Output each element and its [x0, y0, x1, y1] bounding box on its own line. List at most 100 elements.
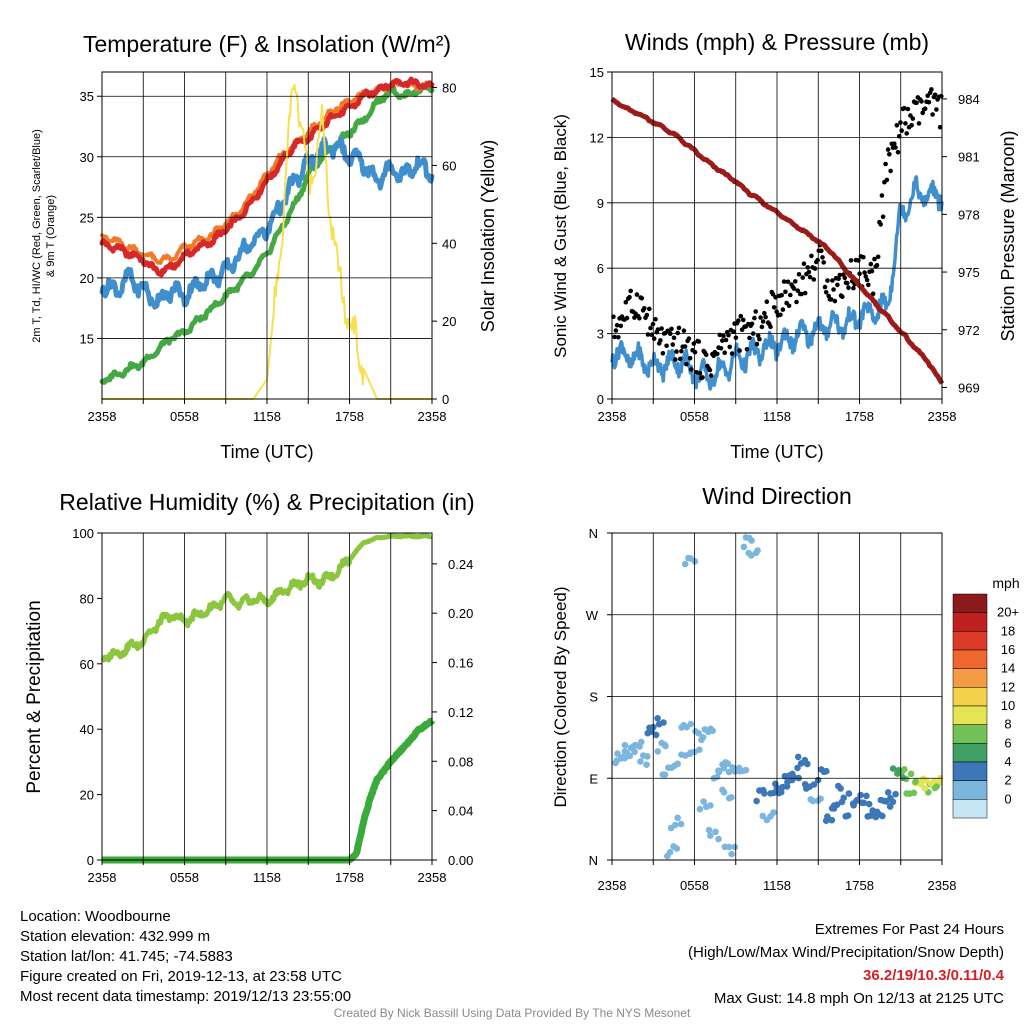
- gust-point: [727, 344, 732, 350]
- y-left-tick-label: 80: [80, 591, 94, 606]
- gust-point: [819, 248, 824, 254]
- direction-point: [933, 783, 940, 790]
- gust-point: [879, 193, 885, 198]
- gust-point: [731, 329, 736, 334]
- gust-point: [802, 290, 808, 296]
- y-right-tick-label: 978: [958, 207, 980, 222]
- gust-point: [689, 367, 694, 372]
- legend-label: 14: [1001, 661, 1015, 676]
- gust-point: [755, 333, 761, 338]
- gust-point: [880, 214, 886, 219]
- gust-point: [673, 357, 678, 362]
- direction-point: [748, 552, 755, 559]
- gust-point: [892, 141, 897, 146]
- gust-point: [937, 124, 943, 130]
- y-left-tick-label: 6: [597, 261, 604, 276]
- direction-point: [770, 809, 777, 816]
- gust-point: [851, 285, 856, 291]
- direction-point: [892, 790, 899, 798]
- gust-point: [768, 324, 773, 330]
- gust-point: [878, 222, 883, 227]
- gust-point: [862, 270, 867, 275]
- direction-point: [696, 805, 704, 813]
- direction-point: [637, 758, 644, 765]
- gust-point: [806, 269, 812, 275]
- gust-point: [634, 292, 640, 297]
- gust-point: [686, 336, 692, 341]
- direction-point: [614, 750, 621, 757]
- direction-point: [794, 753, 802, 761]
- gust-point: [697, 371, 703, 376]
- temperature-title: Temperature (F) & Insolation (W/m²): [83, 31, 451, 57]
- y-right-tick-label: 984: [958, 92, 980, 107]
- gust-point: [741, 317, 746, 323]
- direction-point: [845, 790, 853, 797]
- direction-point: [865, 800, 873, 808]
- gust-point: [616, 335, 621, 340]
- gust-point: [785, 279, 791, 285]
- gust-point: [799, 291, 804, 297]
- gust-point: [764, 299, 770, 305]
- gust-point: [899, 128, 904, 133]
- legend-swatch: [952, 761, 988, 781]
- direction-point: [699, 734, 707, 741]
- winds-axes: 2358 0558 1158 1758 2358 0 3 6 9 12 15 969 972 975 978…: [590, 65, 980, 424]
- direction-point: [753, 797, 760, 805]
- gust-point: [821, 260, 826, 265]
- direction-point: [883, 798, 890, 805]
- humidity-axes: 2358 0558 1158 1758 2358 0 20 40 60 80 100 0.00 0.04…: [72, 526, 473, 885]
- legend-label: 8: [1004, 717, 1011, 732]
- direction-point: [691, 558, 699, 565]
- temperature-axes: 2358 0558 1158 1758 2358 15 20 25 30 35 0 20 40 60 80: [80, 72, 456, 424]
- y-right-tick-label: 40: [442, 236, 456, 251]
- gust-point: [883, 161, 888, 167]
- direction-point: [810, 781, 818, 788]
- direction-point: [927, 780, 935, 787]
- gust-point: [637, 316, 642, 321]
- gust-point: [934, 107, 939, 112]
- direction-plot-area: [612, 534, 944, 860]
- y-right-tick-label: 0: [442, 392, 449, 407]
- gust-point: [692, 349, 698, 355]
- direction-point: [712, 828, 719, 836]
- direction-point: [824, 813, 831, 820]
- winds-panel: 2358 0558 1158 1758 2358 0 3 6 9 12 15 969 972 975 978…: [551, 29, 1018, 462]
- gust-point: [721, 333, 726, 339]
- x-tick-label: 2358: [88, 409, 117, 424]
- winds-xlabel: Time (UTC): [730, 442, 823, 462]
- gust-point: [648, 325, 653, 331]
- legend-swatch: [952, 649, 988, 669]
- gust-point: [830, 278, 835, 283]
- gust-point: [919, 99, 924, 104]
- x-tick-label: 2358: [928, 878, 957, 893]
- direction-point: [720, 789, 728, 796]
- direction-point: [761, 790, 768, 797]
- direction-point: [772, 780, 779, 788]
- gust-point: [707, 367, 713, 373]
- gust-point: [885, 147, 891, 152]
- gust-point: [874, 263, 880, 268]
- gust-point: [872, 256, 877, 262]
- x-tick-label: 0558: [170, 409, 199, 424]
- direction-point: [621, 741, 629, 749]
- legend-label: 16: [1001, 642, 1015, 657]
- max-gust: Max Gust: 14.8 mph On 12/13 at 2125 UTC: [713, 990, 1004, 1007]
- speed-legend-unit: mph: [992, 575, 1019, 591]
- gust-point: [870, 291, 876, 297]
- x-tick-label: 1158: [763, 878, 791, 893]
- y-tick-label: N: [589, 526, 598, 541]
- legend-label: 2: [1004, 773, 1011, 788]
- direction-point: [850, 802, 857, 809]
- x-tick-label: 1758: [335, 870, 364, 885]
- gust-point: [837, 272, 843, 278]
- extremes-subtitle: (High/Low/Max Wind/Precipitation/Snow De…: [688, 944, 1004, 961]
- gust-point: [691, 341, 697, 346]
- gust-point: [664, 343, 669, 349]
- gust-point: [815, 257, 820, 263]
- extremes-block: Extremes For Past 24 Hours (High/Low/Max…: [688, 918, 1004, 1010]
- legend-swatch: [952, 705, 988, 725]
- gust-point: [832, 298, 838, 304]
- gust-point: [694, 370, 699, 375]
- gust-point: [828, 297, 834, 302]
